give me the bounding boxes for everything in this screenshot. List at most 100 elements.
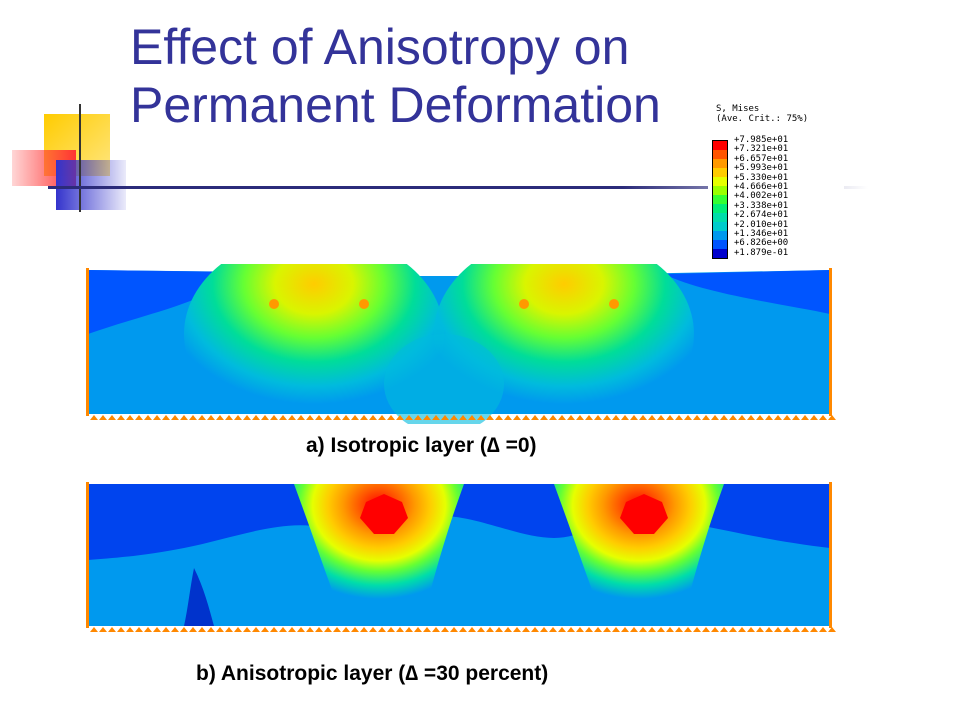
boundary-tooth xyxy=(819,627,827,632)
boundary-tooth xyxy=(180,415,188,420)
boundary-tooth xyxy=(612,415,620,420)
boundary-tooth xyxy=(153,627,161,632)
boundary-tooth xyxy=(549,627,557,632)
legend-value: +6.826e+00 xyxy=(734,238,789,249)
boundary-tooth xyxy=(702,627,710,632)
legend-swatch xyxy=(713,186,727,195)
boundary-tooth xyxy=(117,415,125,420)
boundary-tooth xyxy=(297,627,305,632)
boundary-tooth xyxy=(99,415,107,420)
legend-swatch xyxy=(713,213,727,222)
boundary-tooth xyxy=(513,627,521,632)
boundary-tooth xyxy=(288,627,296,632)
boundary-tooth xyxy=(603,627,611,632)
boundary-tooth xyxy=(486,415,494,420)
boundary-tooth xyxy=(207,627,215,632)
legend-swatch xyxy=(713,204,727,213)
boundary-tooth xyxy=(495,415,503,420)
boundary-tooth xyxy=(198,415,206,420)
boundary-tooth xyxy=(495,627,503,632)
boundary-tooth xyxy=(171,415,179,420)
boundary-tooth xyxy=(279,415,287,420)
boundary-tooth xyxy=(342,627,350,632)
boundary-tooth xyxy=(450,415,458,420)
boundary-tooth xyxy=(468,415,476,420)
boundary-tooth xyxy=(648,627,656,632)
boundary-tooth xyxy=(378,415,386,420)
isotropic-contour-plot xyxy=(86,264,836,424)
boundary-tooth xyxy=(639,627,647,632)
boundary-tooth xyxy=(324,415,332,420)
legend-swatch xyxy=(713,222,727,231)
decorative-squares xyxy=(12,104,126,212)
boundary-tooth xyxy=(675,627,683,632)
boundary-tooth xyxy=(216,627,224,632)
legend-value: +6.657e+01 xyxy=(734,153,789,164)
boundary-tooth xyxy=(657,627,665,632)
boundary-tooth xyxy=(504,627,512,632)
legend-swatch xyxy=(713,150,727,159)
boundary-tooth xyxy=(729,627,737,632)
boundary-tooth xyxy=(387,415,395,420)
boundary-tooth xyxy=(225,627,233,632)
boundary-tooth xyxy=(684,415,692,420)
legend-color-scale xyxy=(712,140,728,259)
boundary-tooth xyxy=(792,415,800,420)
boundary-tooth xyxy=(90,627,98,632)
boundary-tooth xyxy=(567,415,575,420)
boundary-tooth xyxy=(414,627,422,632)
boundary-tooth xyxy=(108,415,116,420)
legend-value: +1.879e-01 xyxy=(734,247,789,258)
boundary-tooth xyxy=(342,415,350,420)
boundary-tooth xyxy=(252,415,260,420)
boundary-tooth xyxy=(684,627,692,632)
boundary-tooth xyxy=(810,415,818,420)
boundary-tooth xyxy=(513,415,521,420)
boundary-tooth xyxy=(576,627,584,632)
boundary-tooth xyxy=(441,415,449,420)
boundary-tooth xyxy=(99,627,107,632)
boundary-tooth xyxy=(189,415,197,420)
boundary-tooth xyxy=(720,415,728,420)
boundary-tooth xyxy=(504,415,512,420)
boundary-tooth xyxy=(540,415,548,420)
boundary-tooth xyxy=(792,627,800,632)
legend-swatch xyxy=(713,195,727,204)
boundary-tooth xyxy=(630,415,638,420)
legend-value: +5.330e+01 xyxy=(734,172,789,183)
legend-swatch xyxy=(713,240,727,249)
boundary-tooth xyxy=(369,627,377,632)
boundary-tooth xyxy=(477,415,485,420)
boundary-tooth xyxy=(702,415,710,420)
boundary-tooth xyxy=(459,627,467,632)
boundary-tooth xyxy=(144,627,152,632)
legend-swatch xyxy=(713,159,727,168)
boundary-tooth xyxy=(756,627,764,632)
mises-legend: S, Mises (Ave. Crit.: 75%) +7.985e+01 +7… xyxy=(708,104,844,264)
legend-value: +7.321e+01 xyxy=(734,144,789,155)
boundary-tooth xyxy=(819,415,827,420)
boundary-tooth xyxy=(774,627,782,632)
boundary-tooth xyxy=(801,415,809,420)
boundary-tooth xyxy=(693,415,701,420)
boundary-tooth xyxy=(288,415,296,420)
boundary-tooth xyxy=(297,415,305,420)
boundary-tooth xyxy=(711,415,719,420)
boundary-tooth xyxy=(594,415,602,420)
boundary-tooth xyxy=(738,415,746,420)
boundary-tooth xyxy=(387,627,395,632)
boundary-tooth xyxy=(657,415,665,420)
boundary-tooth xyxy=(306,627,314,632)
boundary-tooth xyxy=(828,415,836,420)
boundary-tooth xyxy=(216,415,224,420)
boundary-tooth xyxy=(369,415,377,420)
boundary-tooth xyxy=(486,627,494,632)
boundary-tooth xyxy=(783,627,791,632)
boundary-tooth xyxy=(243,415,251,420)
boundary-tooth xyxy=(549,415,557,420)
boundary-tooth xyxy=(666,627,674,632)
boundary-tooth xyxy=(828,627,836,632)
boundary-tooth xyxy=(567,627,575,632)
boundary-tooth xyxy=(621,415,629,420)
boundary-tooth xyxy=(711,627,719,632)
